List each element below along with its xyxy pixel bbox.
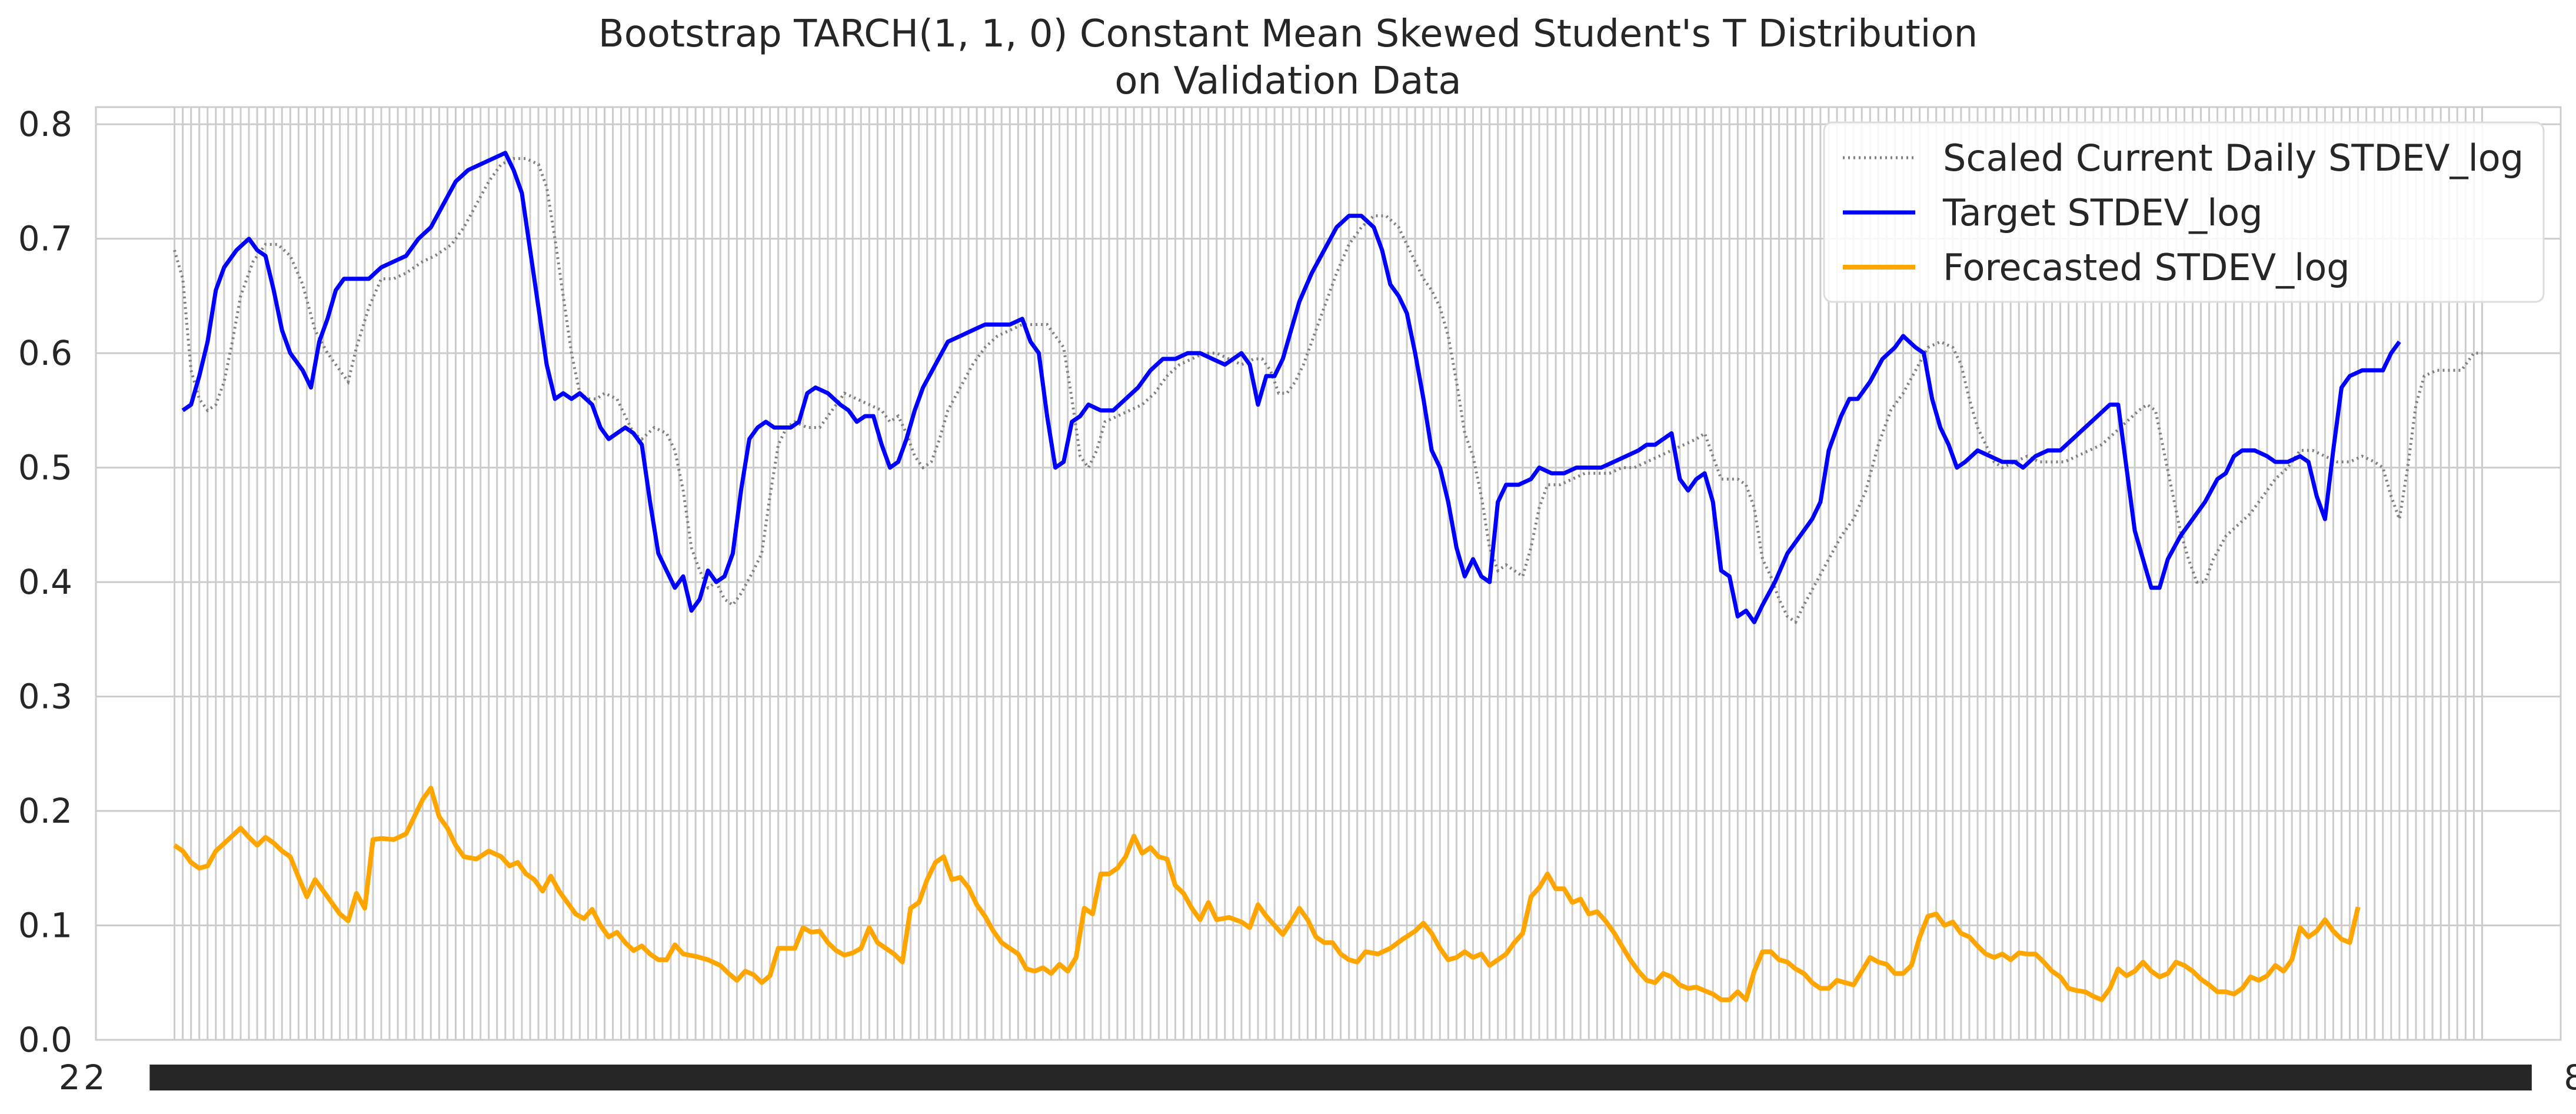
y-tick-label: 0.8 bbox=[18, 104, 72, 144]
legend-entry-label: Scaled Current Daily STDEV_log bbox=[1943, 137, 2524, 179]
legend-entry-label: Target STDEV_log bbox=[1942, 191, 2263, 234]
x-tick-label-fragment: 8 bbox=[2564, 1058, 2576, 1098]
x-tick-labels-overlap bbox=[149, 1065, 2532, 1090]
legend: Scaled Current Daily STDEV_log Target STD… bbox=[1823, 121, 2545, 303]
y-tick-label: 0.7 bbox=[18, 219, 72, 259]
legend-entry-label: Forecasted STDEV_log bbox=[1943, 246, 2350, 289]
x-tick-label-fragment: 2 bbox=[59, 1058, 81, 1098]
y-tick-label: 0.5 bbox=[18, 448, 72, 488]
y-tick-label: 0.3 bbox=[18, 677, 72, 717]
plot-area-frame bbox=[95, 106, 2562, 1041]
y-tick-label: 0.1 bbox=[18, 906, 72, 946]
x-tick-label-fragment: 2 bbox=[84, 1058, 105, 1098]
forecasted-stdev-line bbox=[173, 786, 2361, 1002]
legend-box bbox=[1823, 121, 2545, 303]
y-tick-label: 0.6 bbox=[18, 333, 72, 373]
y-tick-label: 0.0 bbox=[18, 1020, 72, 1060]
series-layer bbox=[173, 151, 2482, 1002]
y-tick-label: 0.4 bbox=[18, 562, 72, 602]
y-tick-label: 0.2 bbox=[18, 791, 72, 831]
chart-title: Bootstrap TARCH(1, 1, 0) Constant Mean S… bbox=[0, 11, 2576, 105]
y-tick-labels: 0.0 0.1 0.2 0.3 0.4 0.5 0.6 0.7 0.8 bbox=[18, 104, 72, 1060]
chart-title-line1: Bootstrap TARCH(1, 1, 0) Constant Mean S… bbox=[598, 12, 1978, 56]
chart-title-line2: on Validation Data bbox=[1114, 59, 1462, 103]
target-stdev-line bbox=[181, 151, 2401, 624]
